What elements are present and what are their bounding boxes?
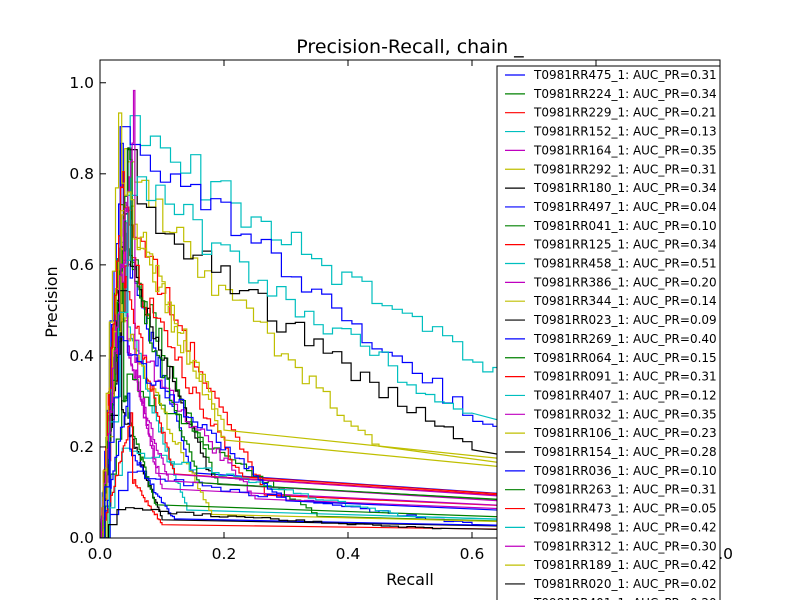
x-tick-label: 0.6 <box>460 545 485 563</box>
series-line <box>100 161 720 538</box>
legend-entry-label: T0981RR458_1: AUC_PR=0.51 <box>533 257 717 271</box>
legend-entry-label: T0981RR498_1: AUC_PR=0.42 <box>533 520 717 534</box>
series-line <box>100 392 671 538</box>
legend-entry-label: T0981RR497_1: AUC_PR=0.04 <box>533 200 717 214</box>
legend-entry-label: T0981RR229_1: AUC_PR=0.21 <box>533 106 717 120</box>
series-line <box>100 112 720 538</box>
series-line <box>100 336 720 538</box>
curves-group <box>100 89 720 538</box>
series-line <box>100 447 720 538</box>
legend-entry-label: T0981RR312_1: AUC_PR=0.30 <box>533 539 717 553</box>
series-line <box>100 507 720 538</box>
y-tick-label: 0.0 <box>69 529 94 547</box>
series-line <box>100 126 720 538</box>
series-line <box>100 148 720 538</box>
legend-entry-label: T0981RR091_1: AUC_PR=0.31 <box>533 370 717 384</box>
legend-entry-label: T0981RR407_1: AUC_PR=0.12 <box>533 388 717 402</box>
x-axis: 0.0 0.2 0.4 0.6 .0 <box>88 60 733 563</box>
legend-box <box>496 65 721 600</box>
x-tick-label: 0.2 <box>212 545 237 563</box>
legend-entry-label: T0981RR020_1: AUC_PR=0.02 <box>533 577 717 591</box>
legend-entry-label: T0981RR023_1: AUC_PR=0.09 <box>533 313 717 327</box>
series-line <box>100 171 671 538</box>
x-tick-label: 0.0 <box>88 545 113 563</box>
legend-entry-label: T0981RR154_1: AUC_PR=0.28 <box>533 445 717 459</box>
y-tick-label: 0.6 <box>69 256 94 274</box>
legend-entry-label: T0981RR269_1: AUC_PR=0.40 <box>533 332 717 346</box>
legend-entry-label: T0981RR152_1: AUC_PR=0.13 <box>533 125 717 139</box>
x-tick-label: .0 <box>718 545 733 563</box>
x-tick-label: 0.4 <box>336 545 361 563</box>
legend-entry-label: T0981RR224_1: AUC_PR=0.34 <box>533 87 717 101</box>
y-axis-title: Precision <box>42 266 61 337</box>
y-axis: 0.0 0.2 0.4 0.6 0.8 1.0 <box>69 74 720 547</box>
legend-entry-label: T0981RR263_1: AUC_PR=0.31 <box>533 483 717 497</box>
legend-entry-label: T0981RR106_1: AUC_PR=0.23 <box>533 426 717 440</box>
series-line <box>100 89 652 538</box>
legend-entry-label: T0981RR292_1: AUC_PR=0.31 <box>533 162 717 176</box>
chart-title: Precision-Recall, chain _ <box>296 36 524 58</box>
y-tick-label: 1.0 <box>69 74 94 92</box>
series-line <box>100 148 696 538</box>
legend-entry-label: T0981RR041_1: AUC_PR=0.10 <box>533 219 717 233</box>
legend-entry-label: T0981RR386_1: AUC_PR=0.20 <box>533 275 717 289</box>
legend-entry-label: T0981RR189_1: AUC_PR=0.42 <box>533 558 717 572</box>
series-line <box>100 149 720 538</box>
legend-entry-label: T0981RR475_1: AUC_PR=0.31 <box>533 68 717 82</box>
y-tick-label: 0.8 <box>69 165 94 183</box>
series-line <box>100 176 720 538</box>
legend-entry-label: T0981RR473_1: AUC_PR=0.05 <box>533 502 717 516</box>
legend-entry-label: T0981RR032_1: AUC_PR=0.35 <box>533 407 717 421</box>
legend-entry-label: T0981RR401_1: AUC_PR=0.20 <box>533 596 717 600</box>
series-line <box>100 412 659 538</box>
legend-entry-label: T0981RR180_1: AUC_PR=0.34 <box>533 181 717 195</box>
y-tick-label: 0.4 <box>69 347 94 365</box>
legend-entry-label: T0981RR164_1: AUC_PR=0.35 <box>533 143 717 157</box>
legend-entry-label: T0981RR036_1: AUC_PR=0.10 <box>533 464 717 478</box>
x-axis-title: Recall <box>386 570 434 589</box>
legend-entry-label: T0981RR125_1: AUC_PR=0.34 <box>533 238 717 252</box>
y-tick-label: 0.2 <box>69 438 94 456</box>
legend-entry-label: T0981RR344_1: AUC_PR=0.14 <box>533 294 717 308</box>
legend: T0981RR475_1: AUC_PR=0.31 T0981RR224_1: A… <box>496 65 721 600</box>
series-line <box>100 115 720 538</box>
legend-entry-label: T0981RR064_1: AUC_PR=0.15 <box>533 351 717 365</box>
